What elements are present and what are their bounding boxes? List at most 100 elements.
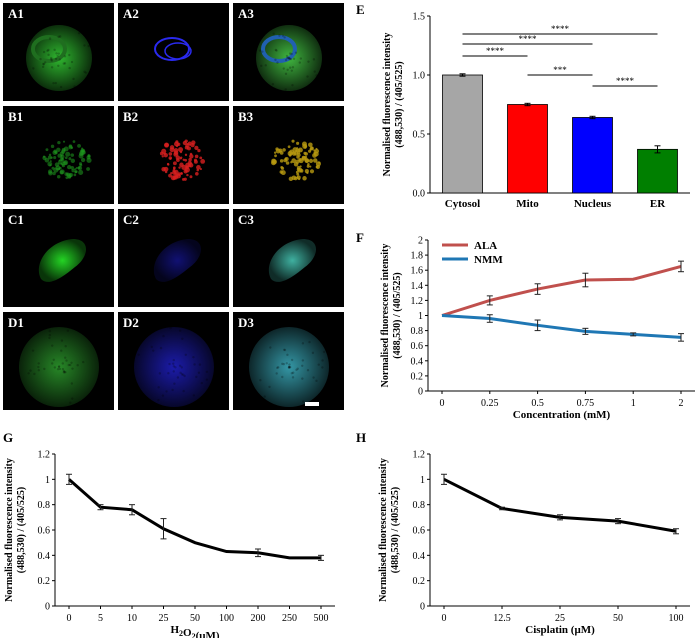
speckle-dot (77, 143, 81, 148)
texture-dot (181, 337, 184, 340)
speckle-dot (183, 177, 187, 181)
speckle-dot (291, 139, 295, 143)
texture-dot (287, 365, 291, 369)
panel-letter-f: F (356, 230, 364, 245)
speckle-dot (278, 148, 283, 153)
texture-dot (180, 373, 184, 376)
micrograph-label: A3 (238, 6, 254, 21)
texture-dot (47, 48, 50, 52)
speckle-dot (75, 166, 78, 170)
speckle-dot (175, 140, 179, 144)
texture-dot (301, 400, 305, 403)
texture-dot (284, 88, 287, 91)
x-tick-label: 200 (251, 613, 266, 624)
speckle-dot (297, 147, 303, 153)
bar-mito (507, 104, 548, 194)
bar-nucleus (572, 117, 613, 194)
texture-dot (64, 345, 67, 348)
speckle-dot (72, 140, 76, 143)
texture-dot (282, 67, 285, 70)
texture-dot (299, 57, 303, 60)
texture-dot (285, 54, 289, 58)
x-tick-label: 25 (555, 613, 565, 624)
significance-label: **** (486, 46, 505, 56)
y-tick-label: 1.2 (411, 296, 424, 307)
texture-dot (77, 31, 81, 35)
y-axis-label-units: (488,530) / (405/525) (390, 487, 401, 573)
cell-blob (153, 239, 201, 282)
speckle-dot (57, 153, 62, 158)
speckle-dot (190, 143, 195, 148)
speckle-dot (53, 156, 57, 160)
texture-dot (52, 358, 55, 361)
texture-dot (50, 66, 54, 69)
texture-dot (317, 363, 320, 366)
texture-dot (182, 389, 185, 393)
micrograph-label: A1 (8, 6, 24, 21)
panel-letter-e: E (356, 2, 365, 17)
texture-dot (282, 348, 286, 351)
speckle-dot (53, 149, 57, 154)
speckle-dot (318, 161, 321, 164)
x-tick-label: 50 (190, 613, 200, 624)
panel-letter-h: H (356, 430, 366, 445)
texture-dot (179, 371, 182, 375)
y-tick-label: 1 (45, 475, 50, 486)
texture-dot (37, 365, 40, 369)
texture-dot (66, 329, 70, 332)
texture-dot (171, 388, 174, 392)
texture-dot (306, 369, 310, 372)
speckle-dot (307, 163, 310, 166)
texture-dot (69, 401, 72, 404)
bar-cytosol (442, 74, 483, 194)
speckle-dot (308, 158, 314, 163)
nucleus (31, 35, 67, 63)
texture-dot (258, 49, 262, 52)
speckle-dot (168, 156, 173, 160)
speckle-dot (296, 172, 300, 176)
micrograph-c1: C1 (3, 209, 114, 307)
texture-dot (290, 69, 294, 72)
speckle-dot (47, 155, 52, 160)
speckle-dot (61, 163, 66, 168)
speckle-dot (168, 173, 172, 178)
x-tick-label: Nucleus (574, 198, 612, 210)
speckle-dot (282, 148, 286, 152)
x-tick-label: Mito (516, 198, 539, 210)
texture-dot (182, 373, 185, 376)
speckle-dot (302, 141, 307, 147)
texture-dot (58, 58, 61, 61)
texture-dot (271, 82, 275, 86)
speckle-dot (49, 164, 52, 167)
speckle-dot (291, 158, 297, 164)
speckle-dot (312, 158, 318, 163)
x-axis-label: Concentration (mM) (513, 409, 611, 421)
y-tick-label: 1.2 (413, 450, 426, 461)
speckle-dot (295, 159, 300, 164)
speckle-dot (167, 163, 170, 166)
speckle-dot (271, 159, 277, 165)
speckle-dot (189, 175, 193, 179)
speckle-dot (309, 146, 314, 151)
texture-dot (172, 365, 176, 368)
speckle-dot (287, 145, 291, 149)
nucleus-outline (154, 37, 190, 61)
texture-dot (288, 52, 292, 55)
texture-dot (272, 32, 275, 35)
speckle-dot (169, 147, 175, 153)
texture-dot (54, 57, 58, 61)
micrograph-d1: D1 (3, 312, 114, 410)
texture-dot (57, 64, 60, 67)
texture-dot (162, 334, 165, 338)
texture-dot (295, 368, 298, 372)
y-tick-label: 1.2 (38, 450, 51, 461)
texture-dot (259, 379, 262, 382)
nucleus (261, 35, 297, 63)
texture-dot (152, 349, 155, 352)
texture-dot (82, 360, 85, 364)
x-tick-label: 2 (679, 398, 684, 409)
speckle-dot (181, 164, 187, 171)
texture-dot (33, 372, 36, 376)
texture-dot (180, 366, 183, 369)
texture-dot (51, 362, 54, 365)
